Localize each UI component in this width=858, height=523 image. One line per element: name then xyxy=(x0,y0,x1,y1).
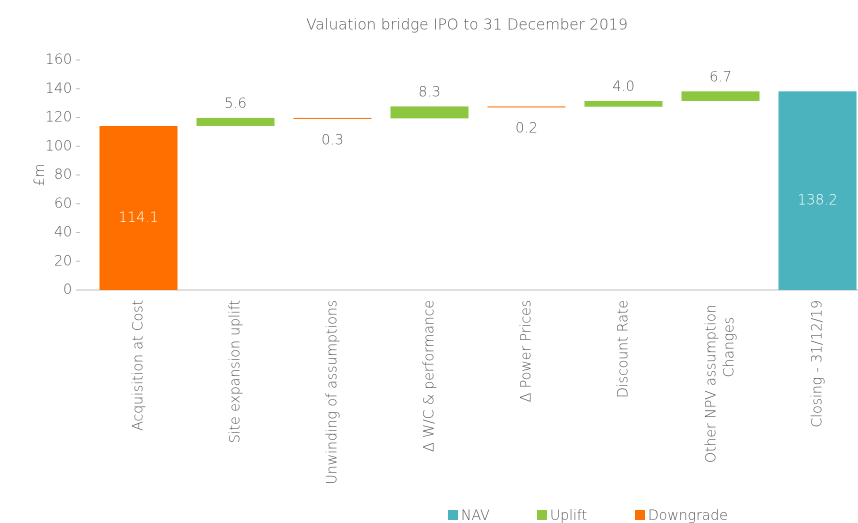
value-label: 0.3 xyxy=(321,132,343,148)
y-tick-label: 160 xyxy=(45,52,72,68)
y-tick-label: 40 xyxy=(54,225,72,241)
value-label: 114.1 xyxy=(118,210,158,226)
bar xyxy=(584,100,663,107)
bar xyxy=(681,91,760,101)
x-tick-label: Closing - 31/12/19 xyxy=(810,300,826,428)
y-tick-label: 80 xyxy=(54,167,72,183)
y-axis-label: £m xyxy=(32,164,48,187)
y-tick-label: 120 xyxy=(45,110,72,126)
bar xyxy=(487,106,566,108)
value-label: 6.7 xyxy=(709,69,731,85)
x-tick-label: Discount Rate xyxy=(616,300,632,398)
legend-label: Uplift xyxy=(550,508,587,523)
x-tick-label: Acquisition at Cost xyxy=(131,300,147,431)
y-tick-label: 20 xyxy=(54,253,72,269)
x-tick-label: Δ W/C & performance xyxy=(422,300,438,452)
y-tick-label: 60 xyxy=(54,196,72,212)
value-label: 8.3 xyxy=(418,84,440,100)
y-tick-label: 0 xyxy=(63,282,72,298)
x-tick-label: Site expansion uplift xyxy=(228,300,244,443)
y-tick-label: 100 xyxy=(45,138,72,154)
bar xyxy=(778,91,857,291)
value-label: 138.2 xyxy=(797,193,837,209)
value-label: 4.0 xyxy=(612,79,634,95)
legend-swatch xyxy=(448,510,458,520)
legend-label: NAV xyxy=(461,508,490,523)
bar xyxy=(293,117,372,119)
legend-swatch xyxy=(537,510,547,520)
bar xyxy=(196,117,275,126)
value-label: 5.6 xyxy=(224,96,246,112)
y-tick-label: 140 xyxy=(45,81,72,97)
legend-swatch xyxy=(635,510,645,520)
chart-title: Valuation bridge IPO to 31 December 2019 xyxy=(306,16,627,34)
x-tick-label: Unwinding of assumptions xyxy=(325,300,341,484)
bar xyxy=(390,106,469,119)
bar xyxy=(99,125,178,290)
legend-label: Downgrade xyxy=(648,508,728,523)
x-tick-label: Δ Power Prices xyxy=(519,300,535,402)
value-label: 0.2 xyxy=(515,121,537,137)
x-tick-label: Other NPV assumption Changes xyxy=(704,300,738,463)
